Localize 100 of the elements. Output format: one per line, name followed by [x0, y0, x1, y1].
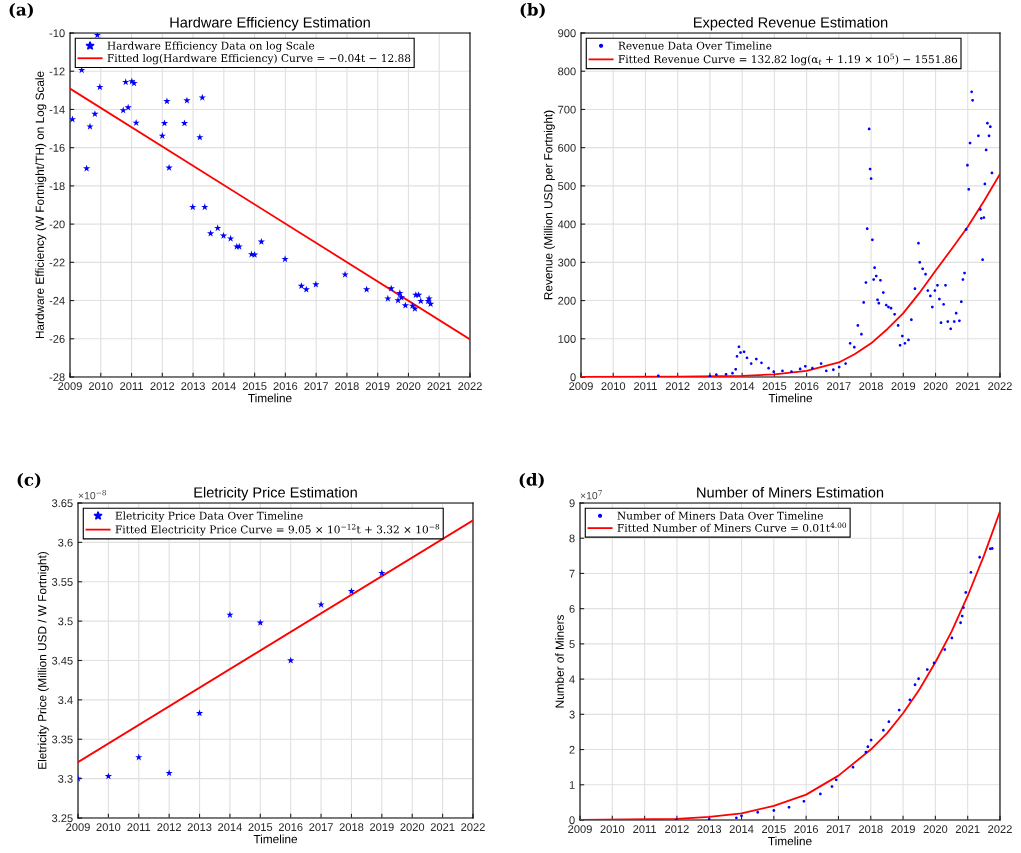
y-tick-label: 0: [570, 373, 576, 382]
x-axis-title: Timeline: [768, 836, 812, 846]
x-tick-label: 2011: [633, 825, 657, 834]
point: [734, 816, 738, 820]
point: [201, 203, 209, 211]
text: ×10$^{−8}$: [78, 489, 107, 500]
y-tick-label: 3.25: [51, 814, 73, 823]
point: [165, 769, 173, 777]
point: [196, 133, 204, 141]
y-tick-label: 0: [569, 816, 575, 825]
y-axis-title: Eletricity Price (Million USD / W Fortnight): [37, 552, 49, 769]
x-tick-label: 2015: [248, 823, 273, 832]
x-tick-label: 2009: [58, 382, 82, 391]
chart-title: Eletricity Price Estimation: [194, 486, 357, 501]
x-tick-label: 2010: [600, 825, 625, 834]
point: [207, 229, 215, 237]
y-tick-label: 3.3: [58, 774, 73, 783]
y-axis-title: Hardware Efficiency (W Fortnight/TH) on Log Scale: [35, 71, 47, 339]
point: [830, 785, 834, 788]
legend-label: Fitted Number of Miners Curve = 0.01t$^{4.00}$: [617, 522, 847, 532]
y-tick-label: -24: [49, 296, 65, 305]
point: [818, 792, 822, 796]
y-tick-label: -12: [49, 67, 65, 76]
y-tick-label: 400: [557, 220, 576, 229]
x-tick-label: 2018: [339, 823, 364, 832]
point: [70, 115, 77, 123]
point: [183, 96, 191, 104]
point: [881, 728, 885, 732]
text: (d): [519, 472, 544, 489]
x-tick-label: 2019: [891, 825, 915, 834]
x-tick-label: 2018: [858, 825, 883, 834]
x-tick-label: 2022: [461, 823, 485, 832]
x-tick-label: 2017: [309, 823, 333, 832]
y-tick-label: -26: [49, 335, 65, 343]
x-tick-label: 2020: [923, 825, 948, 834]
x-tick-label: 2020: [923, 382, 948, 391]
point: [86, 122, 94, 130]
point: [959, 621, 962, 625]
x-tick-label: 2010: [601, 382, 626, 391]
point: [124, 103, 132, 111]
y-tick-label: -18: [49, 182, 65, 191]
point: [163, 97, 171, 105]
point: [104, 772, 112, 780]
legend-label: Eletricity Price Data Over Timeline: [115, 511, 303, 522]
y-tick-label: 900: [558, 29, 576, 38]
x-tick-label: 2015: [762, 382, 787, 391]
x-tick-label: 2014: [212, 382, 236, 391]
point: [384, 294, 392, 302]
x-tick-label: 2017: [827, 382, 851, 391]
x-tick-label: 2009: [568, 825, 592, 834]
point: [969, 571, 973, 574]
y-axis-title: Revenue (Million USD per Fortnight): [543, 110, 555, 300]
point: [91, 110, 99, 118]
y-tick-label: -10: [49, 29, 65, 38]
point: [396, 289, 404, 297]
point: [925, 668, 929, 671]
x-tick-label: 2009: [569, 382, 593, 391]
y-tick-label: 8: [569, 534, 575, 543]
legend-label: Fitted Electricity Price Curve = 9.05 × 10$^{−12}$t + 3.32 × 10$^{−8}$: [115, 523, 440, 536]
point: [83, 164, 91, 172]
point: [964, 591, 968, 594]
point: [214, 224, 222, 232]
y-tick-label: 700: [558, 105, 576, 114]
y-tick-label: 3.5: [58, 617, 73, 626]
point: [93, 33, 101, 39]
point: [251, 250, 259, 258]
legend-label: Fitted Revenue Curve = 132.82 log(α$_{t}$ + 1.19 × 10$^{5}$) − 1551.86: [618, 53, 958, 66]
point: [802, 799, 806, 803]
x-axis-title: Timeline: [768, 393, 813, 403]
x-tick-label: 2013: [181, 382, 205, 391]
legend-label: Fitted log(Hardware Efficiency) Curve = −0.04t − 12.88: [107, 53, 411, 65]
y-tick-label: 600: [558, 143, 576, 152]
point: [122, 78, 130, 86]
x-axis-title: Timeline: [248, 393, 292, 403]
point: [226, 611, 234, 618]
x-tick-label: 2017: [826, 825, 851, 834]
x-tick-label: 2013: [697, 825, 722, 834]
x-tick-label: 2021: [955, 825, 980, 834]
x-tick-label: 2014: [730, 382, 755, 391]
point: [96, 83, 104, 91]
chart-title: Number of Miners Estimation: [697, 486, 884, 498]
point: [978, 555, 982, 559]
y-tick-label: 9: [569, 499, 575, 508]
x-tick-label: 2022: [988, 825, 1012, 834]
y-tick-label: 3.4: [58, 696, 73, 705]
x-tick-label: 2022: [988, 382, 1012, 391]
text: (c): [17, 472, 41, 489]
x-tick-label: 2014: [218, 823, 242, 832]
point: [787, 805, 791, 809]
x-tick-label: 2014: [729, 825, 754, 834]
x-tick-label: 2018: [335, 382, 359, 391]
x-tick-label: 2011: [127, 823, 151, 832]
x-tick-label: 2012: [665, 382, 690, 391]
point: [227, 234, 235, 242]
point: [302, 285, 310, 293]
x-tick-label: 2021: [955, 382, 980, 391]
y-tick-label: 6: [569, 604, 575, 613]
y-tick-label: 200: [558, 296, 576, 305]
y-tick-label: 3.65: [51, 499, 73, 508]
x-tick-label: 2016: [278, 823, 303, 832]
